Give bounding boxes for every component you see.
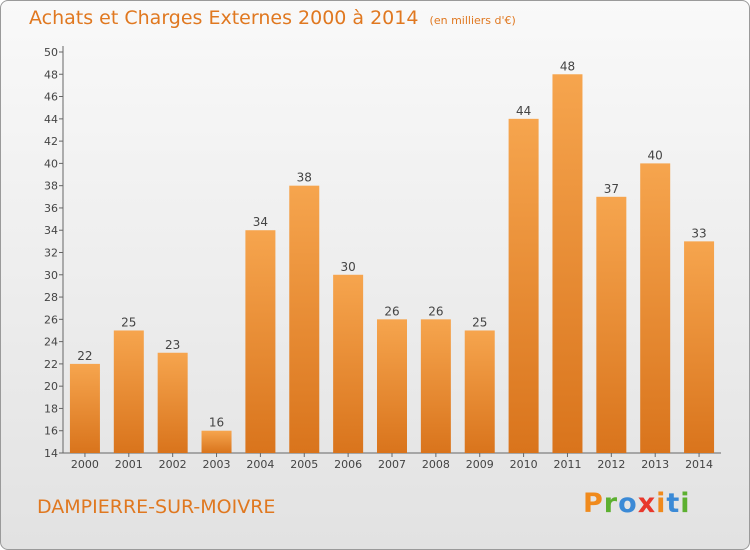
chart-title: Achats et Charges Externes 2000 à 2014 (… <box>29 7 516 29</box>
y-tick-label: 46 <box>44 91 58 104</box>
title-text: Achats et Charges Externes 2000 à 2014 <box>29 7 419 29</box>
y-tick-label: 30 <box>44 269 58 282</box>
value-label: 33 <box>691 226 706 240</box>
x-tick-label: 2006 <box>334 458 362 471</box>
bar <box>289 185 320 453</box>
x-tick-label: 2011 <box>553 458 581 471</box>
y-tick-label: 50 <box>44 46 58 59</box>
x-tick-label: 2007 <box>378 458 406 471</box>
x-tick-label: 2014 <box>685 458 713 471</box>
value-label: 34 <box>253 215 268 229</box>
y-tick-label: 28 <box>44 291 58 304</box>
x-tick-label: 2009 <box>466 458 494 471</box>
x-tick-label: 2010 <box>510 458 538 471</box>
x-tick-label: 2012 <box>597 458 625 471</box>
value-label: 22 <box>77 349 92 363</box>
value-label: 40 <box>648 148 663 162</box>
x-tick-label: 2013 <box>641 458 669 471</box>
title-unit: (en milliers d'€) <box>429 14 516 27</box>
bar <box>113 330 144 453</box>
y-tick-label: 34 <box>44 224 58 237</box>
value-label: 23 <box>165 338 180 352</box>
y-tick-label: 26 <box>44 313 58 326</box>
y-tick-label: 16 <box>44 425 58 438</box>
value-label: 26 <box>384 304 399 318</box>
value-label: 48 <box>560 59 575 73</box>
x-tick-label: 2004 <box>246 458 274 471</box>
bar <box>377 319 407 453</box>
bar <box>508 118 539 453</box>
x-tick-label: 2003 <box>203 458 231 471</box>
bar <box>552 74 583 454</box>
y-tick-label: 42 <box>44 135 58 148</box>
x-tick-label: 2002 <box>159 458 187 471</box>
bar <box>420 319 451 453</box>
value-label: 26 <box>428 304 443 318</box>
bar <box>596 196 627 454</box>
bar <box>464 330 495 453</box>
y-tick-label: 22 <box>44 358 58 371</box>
y-tick-label: 18 <box>44 402 58 415</box>
x-tick-label: 2000 <box>71 458 99 471</box>
value-label: 38 <box>297 171 312 185</box>
value-label: 37 <box>604 182 619 196</box>
value-label: 25 <box>121 315 136 329</box>
value-label: 44 <box>516 104 531 118</box>
commune-name: DAMPIERRE-SUR-MOIVRE <box>37 496 276 518</box>
value-label: 25 <box>472 315 487 329</box>
bar <box>640 163 671 453</box>
y-tick-label: 24 <box>44 336 58 349</box>
bar <box>201 430 232 453</box>
x-tick-label: 2001 <box>115 458 143 471</box>
proxiti-logo: Proxiti <box>583 488 691 519</box>
bar <box>157 352 188 453</box>
value-label: 30 <box>340 260 355 274</box>
value-label: 16 <box>209 416 224 430</box>
y-tick-label: 20 <box>44 380 58 393</box>
y-tick-label: 40 <box>44 157 58 170</box>
y-tick-label: 48 <box>44 68 58 81</box>
bar <box>69 363 100 453</box>
y-tick-label: 38 <box>44 180 58 193</box>
x-tick-label: 2005 <box>290 458 318 471</box>
bar <box>245 230 276 453</box>
y-tick-label: 32 <box>44 247 58 260</box>
y-tick-label: 14 <box>44 447 58 460</box>
y-tick-label: 44 <box>44 113 58 126</box>
bar <box>684 241 715 453</box>
x-tick-label: 2008 <box>422 458 450 471</box>
y-tick-label: 36 <box>44 202 58 215</box>
bar <box>333 274 364 453</box>
